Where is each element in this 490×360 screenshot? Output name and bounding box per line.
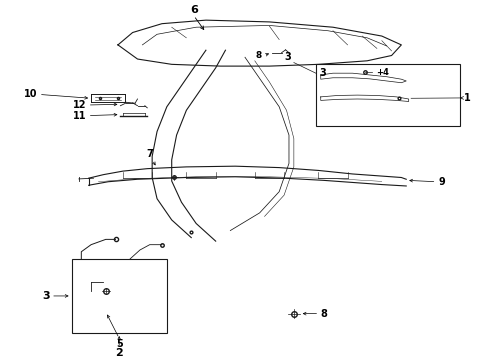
Text: 7: 7: [147, 149, 153, 159]
Text: 11: 11: [73, 111, 86, 121]
Text: 2: 2: [115, 348, 123, 358]
Text: 1: 1: [464, 93, 471, 103]
Text: 3: 3: [42, 291, 49, 301]
Text: +4: +4: [376, 68, 389, 77]
Text: 10: 10: [24, 89, 37, 99]
Text: 9: 9: [438, 177, 445, 187]
Text: 6: 6: [190, 5, 197, 15]
Text: 8: 8: [321, 309, 328, 319]
Text: 3: 3: [285, 51, 292, 62]
Text: 12: 12: [73, 100, 86, 110]
Text: 8: 8: [256, 51, 262, 60]
Bar: [316, 64, 460, 126]
Text: 5: 5: [116, 339, 122, 350]
Text: 3: 3: [320, 68, 326, 78]
Bar: [72, 259, 167, 333]
